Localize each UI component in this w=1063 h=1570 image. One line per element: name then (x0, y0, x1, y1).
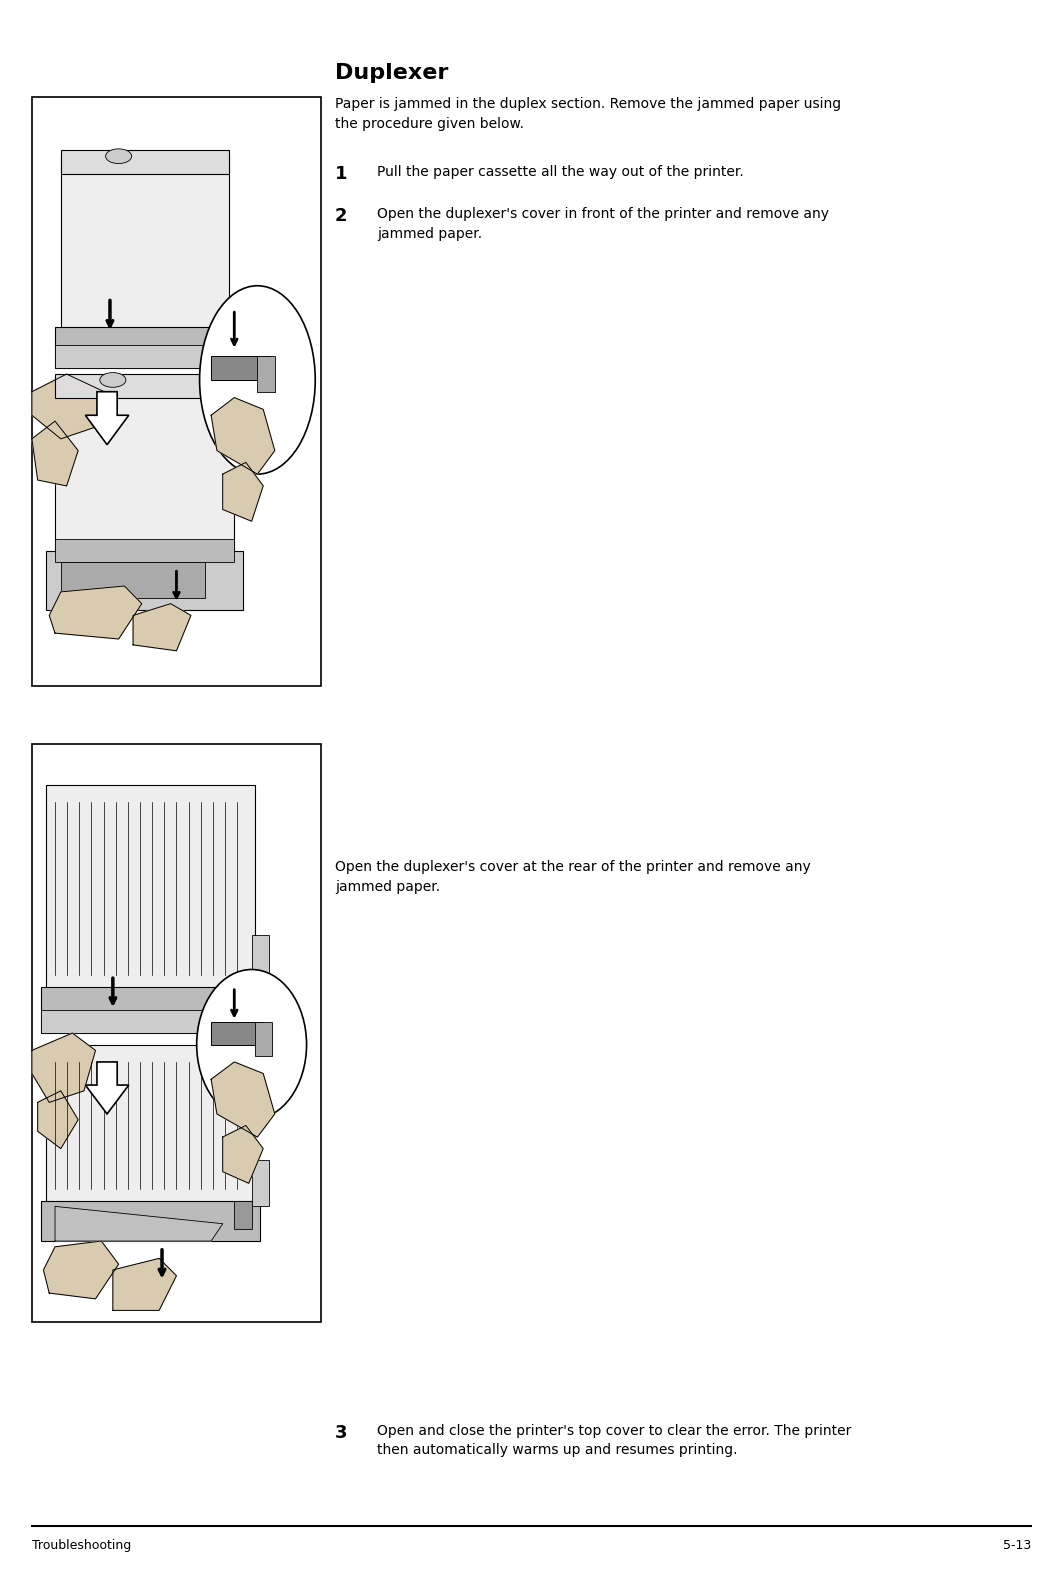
Bar (47, 551, 243, 609)
Text: 5-13: 5-13 (1002, 1539, 1031, 1551)
Bar (61, 562, 205, 598)
Text: Paper is jammed in the duplex section. Remove the jammed paper using
the procedu: Paper is jammed in the duplex section. R… (335, 97, 841, 130)
Bar (55, 374, 234, 397)
FancyArrow shape (85, 392, 129, 444)
Bar (254, 1022, 272, 1057)
Text: Troubleshooting: Troubleshooting (32, 1539, 131, 1551)
Bar (40, 1010, 260, 1033)
Bar (32, 97, 321, 686)
Text: 2: 2 (335, 207, 348, 225)
Bar (212, 1022, 264, 1044)
Ellipse shape (100, 372, 125, 388)
Polygon shape (32, 374, 104, 440)
Polygon shape (32, 421, 79, 487)
Text: Open and close the printer's top cover to clear the error. The printer
then auto: Open and close the printer's top cover t… (377, 1424, 851, 1457)
Bar (234, 1201, 252, 1229)
Polygon shape (212, 1061, 274, 1137)
Bar (40, 988, 260, 1033)
Text: Duplexer: Duplexer (335, 63, 449, 83)
Bar (47, 1044, 254, 1206)
Bar (47, 785, 254, 992)
Bar (55, 345, 240, 369)
Polygon shape (113, 1259, 176, 1311)
Polygon shape (37, 1091, 79, 1149)
Text: Open the duplexer's cover in front of the printer and remove any
jammed paper.: Open the duplexer's cover in front of th… (377, 207, 829, 240)
Polygon shape (133, 604, 191, 652)
Ellipse shape (197, 970, 306, 1119)
Bar (40, 1201, 260, 1240)
Polygon shape (44, 1240, 119, 1298)
Bar (212, 356, 269, 380)
Polygon shape (32, 1033, 96, 1102)
FancyArrow shape (85, 1061, 129, 1115)
Text: Open the duplexer's cover at the rear of the printer and remove any
jammed paper: Open the duplexer's cover at the rear of… (335, 860, 811, 893)
Polygon shape (223, 1126, 264, 1184)
Bar (61, 151, 229, 174)
Polygon shape (223, 463, 264, 521)
Bar (234, 992, 252, 1022)
Ellipse shape (200, 286, 316, 474)
Text: 1: 1 (335, 165, 348, 182)
Bar (55, 327, 240, 369)
Polygon shape (212, 397, 274, 474)
Polygon shape (55, 1206, 223, 1240)
Text: Pull the paper cassette all the way out of the printer.: Pull the paper cassette all the way out … (377, 165, 744, 179)
Bar (55, 539, 234, 562)
Bar (252, 1160, 269, 1206)
Bar (61, 157, 229, 333)
Polygon shape (49, 586, 141, 639)
Bar (32, 744, 321, 1322)
Ellipse shape (105, 149, 132, 163)
Text: 3: 3 (335, 1424, 348, 1441)
Bar (55, 380, 234, 557)
Bar (252, 934, 269, 992)
Bar (257, 356, 274, 392)
